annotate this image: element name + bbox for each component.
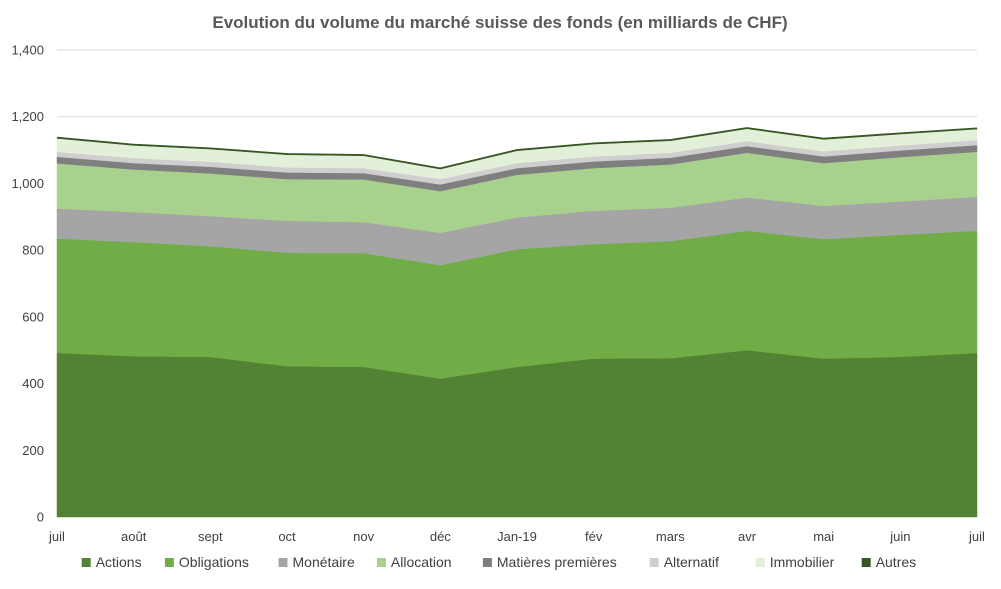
x-tick-label: nov [353, 529, 374, 544]
x-tick-label: août [121, 529, 147, 544]
y-tick-label: 1,200 [11, 109, 44, 124]
area-series-1 [56, 349, 978, 518]
x-axis: juil août sept oct nov déc Jan-19 fév mars avr mai… [48, 529, 985, 544]
legend-swatch [861, 558, 871, 567]
legend-swatch [755, 558, 765, 567]
legend-item: Actions [81, 554, 142, 570]
legend-label: Allocation [391, 554, 452, 570]
area-series-layer [56, 127, 978, 518]
y-tick-label: 400 [22, 376, 44, 391]
y-tick-label: 1,000 [11, 176, 44, 191]
legend-item: Immobilier [755, 554, 835, 570]
total-outline-layer [56, 127, 978, 169]
legend-label: Monétaire [293, 554, 355, 570]
y-tick-label: 1,400 [11, 43, 44, 58]
area-series-2 [56, 230, 978, 379]
total-outline [56, 127, 978, 169]
legend-label: Actions [96, 554, 142, 570]
x-tick-label: mars [656, 529, 685, 544]
x-tick-label: déc [430, 529, 451, 544]
x-tick-label: juil [48, 529, 65, 544]
y-tick-label: 600 [22, 309, 44, 324]
legend-label: Matières premières [497, 554, 617, 570]
legend-item: Allocation [376, 554, 452, 570]
legend-label: Autres [876, 554, 916, 570]
legend-swatch [278, 558, 288, 567]
y-tick-label: 0 [37, 510, 44, 525]
x-tick-label: Jan-19 [497, 529, 537, 544]
x-tick-label: oct [278, 529, 296, 544]
legend-swatch [482, 558, 492, 567]
legend-item: Monétaire [278, 554, 355, 570]
legend-item: Matières premières [482, 554, 617, 570]
legend-label: Immobilier [770, 554, 835, 570]
legend-swatch [81, 558, 91, 567]
x-tick-label: mai [813, 529, 834, 544]
legend-label: Obligations [179, 554, 249, 570]
x-tick-label: juil [968, 529, 985, 544]
legend-swatch [649, 558, 659, 567]
x-tick-label: juin [889, 529, 910, 544]
legend-item: Alternatif [649, 554, 719, 570]
legend-label: Alternatif [664, 554, 719, 570]
legend-item: Autres [861, 554, 916, 570]
x-tick-label: avr [738, 529, 757, 544]
y-axis: 0 200 400 600 800 1,000 1,200 1,400 [11, 43, 44, 525]
chart-title: Evolution du volume du marché suisse des… [212, 13, 787, 32]
y-tick-label: 800 [22, 243, 44, 258]
legend: Actions Obligations Monétaire Allocation Mat… [81, 554, 916, 570]
x-tick-label: fév [585, 529, 603, 544]
y-tick-label: 200 [22, 443, 44, 458]
legend-item: Obligations [164, 554, 249, 570]
legend-swatch [164, 558, 174, 567]
legend-swatch [376, 558, 386, 567]
x-tick-label: sept [198, 529, 223, 544]
